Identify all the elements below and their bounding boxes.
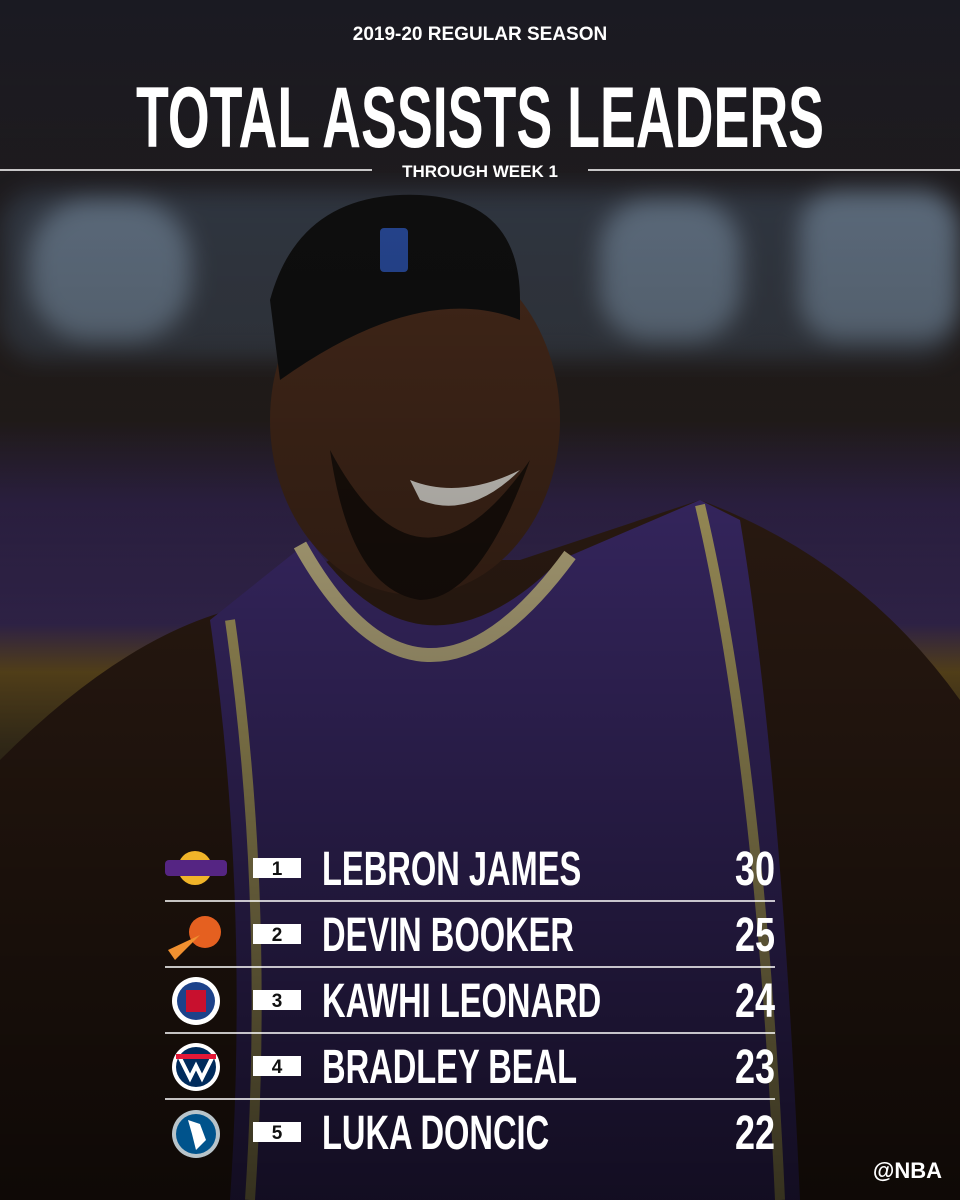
leader-row: 2 DEVIN BOOKER 25 <box>165 908 775 968</box>
logo-lakers <box>165 851 227 885</box>
team-logos <box>165 851 227 1158</box>
player-name: DEVIN BOOKER <box>322 908 574 962</box>
rank-box <box>253 990 301 1010</box>
assists: 23 <box>735 1040 775 1093</box>
season-label: 2019-20 REGULAR SEASON <box>353 24 607 45</box>
leader-row: 3 KAWHI LEONARD 24 <box>165 974 775 1034</box>
title: TOTAL ASSISTS LEADERS <box>136 70 824 166</box>
assists: 30 <box>735 842 775 895</box>
rank-box <box>253 1122 301 1142</box>
rank: 5 <box>272 1123 283 1144</box>
player-name: BRADLEY BEAL <box>322 1040 577 1094</box>
leaderboard: 1 LEBRON JAMES 30 2 DEVIN BOOKER 25 3 KAWHI LEO… <box>165 842 775 1160</box>
logo-clippers <box>172 977 220 1025</box>
player-name: LEBRON JAMES <box>322 842 581 896</box>
rank: 3 <box>272 991 283 1012</box>
rank-box <box>253 1056 301 1076</box>
credit: @NBA <box>873 1158 942 1183</box>
logo-mavericks <box>172 1110 220 1158</box>
logo-suns <box>168 916 221 960</box>
assists: 22 <box>735 1106 775 1159</box>
rank-box <box>253 858 301 878</box>
rank: 1 <box>272 859 283 880</box>
player-name: KAWHI LEONARD <box>322 974 601 1028</box>
assists: 24 <box>735 974 775 1027</box>
player-name: LUKA DONCIC <box>322 1106 549 1160</box>
logo-wizards <box>172 1043 220 1091</box>
rank: 2 <box>272 925 283 946</box>
subtitle: THROUGH WEEK 1 <box>402 162 558 181</box>
leader-row: 4 BRADLEY BEAL 23 <box>165 1040 775 1100</box>
rank: 4 <box>272 1057 283 1078</box>
rank-box <box>253 924 301 944</box>
leader-row: 1 LEBRON JAMES 30 <box>165 842 775 902</box>
leader-row: 5 LUKA DONCIC 22 <box>253 1106 775 1160</box>
assists: 25 <box>735 908 775 961</box>
